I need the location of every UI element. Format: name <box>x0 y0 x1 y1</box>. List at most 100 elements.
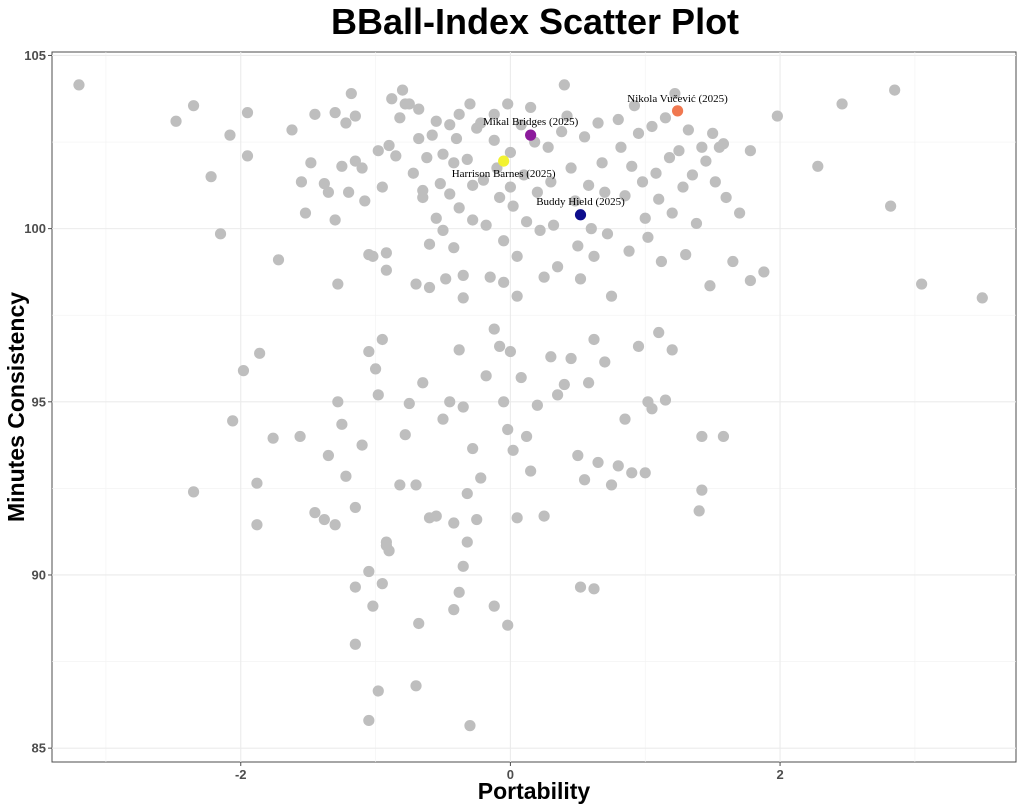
data-point <box>588 583 600 595</box>
data-point <box>251 477 263 489</box>
y-tick-label: 85 <box>32 741 46 756</box>
data-point <box>515 119 527 131</box>
data-point <box>558 378 570 391</box>
y-tick-label: 105 <box>24 48 46 63</box>
data-point <box>636 176 649 188</box>
data-point <box>430 510 442 522</box>
data-point <box>376 578 388 590</box>
highlighted-point <box>671 105 684 117</box>
data-point <box>507 200 519 212</box>
data-point <box>423 281 436 294</box>
data-point <box>626 160 638 172</box>
data-point <box>440 273 452 285</box>
data-point <box>214 228 227 240</box>
data-point <box>453 202 465 214</box>
data-point <box>669 87 681 100</box>
data-point <box>677 181 689 193</box>
data-point <box>709 176 721 188</box>
y-tick-label: 95 <box>32 394 46 409</box>
data-point <box>484 271 496 283</box>
data-point <box>545 176 557 188</box>
data-point <box>504 146 517 159</box>
data-point <box>369 363 382 375</box>
data-point <box>623 245 635 257</box>
data-point <box>538 510 550 522</box>
data-point <box>502 619 514 631</box>
data-point <box>518 169 530 181</box>
data-point <box>403 397 415 410</box>
x-axis-title: Portability <box>478 778 591 804</box>
data-point <box>444 396 456 408</box>
data-point <box>363 565 375 578</box>
data-point <box>727 255 739 268</box>
data-point <box>394 479 406 491</box>
data-point <box>349 638 361 650</box>
data-point <box>494 191 506 204</box>
data-point <box>498 276 510 288</box>
data-point <box>367 600 379 612</box>
data-point <box>467 214 479 226</box>
data-point <box>396 84 409 96</box>
y-tick-label: 100 <box>24 221 46 236</box>
data-point <box>430 115 442 127</box>
data-point <box>491 162 503 174</box>
data-point <box>717 138 730 150</box>
player-label: Harrison Barnes (2025) <box>452 168 556 180</box>
data-point <box>700 155 712 167</box>
y-axis-ticks: 85 90 95 100 105 <box>24 48 52 756</box>
data-point <box>461 487 473 500</box>
data-point <box>237 365 250 377</box>
data-point <box>450 132 463 145</box>
data-point <box>399 429 411 441</box>
data-point <box>690 217 703 230</box>
data-point <box>403 98 415 110</box>
data-point <box>170 115 182 127</box>
data-point <box>448 157 460 169</box>
data-point <box>659 394 672 406</box>
data-point <box>363 345 375 358</box>
data-point <box>251 519 263 531</box>
data-point <box>632 127 645 139</box>
data-point <box>390 150 402 162</box>
data-point <box>349 155 361 167</box>
data-point <box>507 444 519 456</box>
data-point <box>437 413 449 425</box>
data-point <box>673 145 685 157</box>
data-point <box>565 352 577 365</box>
data-point <box>653 193 665 205</box>
data-point <box>426 129 438 141</box>
data-point <box>502 98 514 110</box>
data-point <box>356 162 368 174</box>
data-point <box>286 124 298 136</box>
data-point <box>332 278 344 290</box>
data-point <box>336 418 348 430</box>
data-point <box>771 110 783 122</box>
data-point <box>488 323 500 335</box>
data-point <box>551 389 564 401</box>
data-point <box>272 254 285 266</box>
data-point <box>448 242 460 254</box>
data-point <box>666 344 678 356</box>
data-point <box>626 467 638 479</box>
data-point <box>383 139 395 152</box>
data-point <box>407 167 419 179</box>
player-label: Mikal Bridges (2025) <box>483 116 579 128</box>
data-point <box>372 685 384 697</box>
data-point <box>525 465 537 477</box>
data-point <box>318 178 330 190</box>
data-point <box>578 131 591 143</box>
data-point <box>588 333 600 346</box>
data-point <box>309 507 321 519</box>
data-point <box>417 377 429 389</box>
data-point <box>744 274 756 287</box>
data-point <box>241 107 254 119</box>
data-point <box>734 207 746 219</box>
player-label: Buddy Hield (2025) <box>536 196 625 208</box>
data-point <box>345 87 357 100</box>
data-point <box>693 505 705 517</box>
data-point <box>696 484 708 496</box>
data-point <box>646 120 658 133</box>
data-point <box>558 79 570 91</box>
data-point <box>467 179 479 191</box>
data-point <box>413 617 425 630</box>
